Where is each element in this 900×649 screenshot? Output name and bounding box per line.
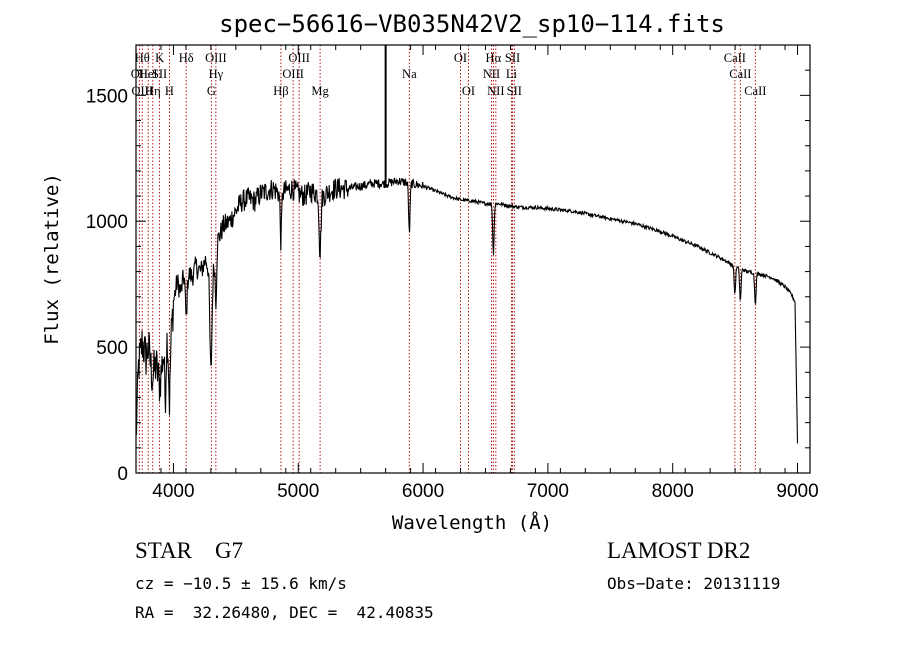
spectral-line-label: NII	[487, 84, 504, 98]
spectral-line-label: Mg	[311, 84, 329, 98]
spectral-line-label: Hη	[145, 84, 161, 98]
spectral-line-label: Hβ	[273, 84, 288, 98]
survey-label: LAMOST DR2	[607, 538, 751, 563]
y-tick-label: 500	[96, 338, 128, 359]
spectral-line-label: Hγ	[209, 67, 224, 81]
spectral-line-label: G	[207, 84, 216, 98]
spectral-line-label: OIII	[282, 67, 304, 81]
spectral-line-label: K	[155, 51, 164, 65]
y-tick-label: 1000	[86, 212, 128, 233]
spectral-line-label: SII	[505, 51, 520, 65]
plot-frame	[135, 44, 811, 474]
spectral-line-label: HeI	[139, 67, 158, 81]
spectral-line-label: CaII	[729, 67, 751, 81]
spectral-line-label: Hα	[486, 51, 502, 65]
spectral-line-label: OII	[131, 67, 148, 81]
coordinates-readout: RA = 32.26480, DEC = 42.40835	[135, 603, 434, 622]
spectral-line-labels: OII Hθ OIII HeI Hη K SII H Hδ OIII Hγ G Hβ OIII OIII Mg…	[131, 51, 767, 98]
spectral-line-label: OI	[454, 51, 467, 65]
y-tick-label: 1500	[86, 86, 128, 107]
x-tick-label: 4000	[152, 481, 194, 502]
x-tick-label: 8000	[652, 481, 694, 502]
spectral-line-label: Hδ	[179, 51, 194, 65]
spectral-line-label: CaII	[724, 51, 746, 65]
x-tick-label: 5000	[277, 481, 319, 502]
spectral-line-label: Hθ	[135, 51, 150, 65]
spectral-line-label: OIII	[205, 51, 227, 65]
redshift-readout: cz = −10.5 ± 15.6 km/s	[135, 574, 347, 593]
chart-title: spec−56616−VB035N42V2_sp10−114.fits	[219, 10, 725, 38]
class-label: STAR G7	[135, 538, 244, 563]
spectral-line-label: OIII	[288, 51, 310, 65]
spectral-line-label: OI	[462, 84, 475, 98]
spectral-line-label: NII	[483, 67, 500, 81]
y-tick-label: 0	[117, 464, 128, 485]
x-axis-ticks: 4000 5000 6000 7000 8000 9000	[135, 45, 819, 502]
spectral-line-markers	[138, 45, 756, 473]
x-tick-label: 9000	[776, 481, 818, 502]
spectral-line-label: SII	[152, 67, 167, 81]
x-tick-label: 6000	[402, 481, 444, 502]
obs-date-readout: Obs−Date: 20131119	[607, 574, 781, 593]
x-tick-label: 7000	[527, 481, 569, 502]
spectral-line-label: H	[165, 84, 174, 98]
spectral-line-label: Li	[506, 67, 518, 81]
spectral-line-label: Na	[402, 67, 417, 81]
x-axis-label: Wavelength (Å)	[392, 511, 552, 534]
y-axis-label: Flux (relative)	[41, 173, 63, 345]
spectral-line-label: OIII	[131, 84, 153, 98]
spectral-line-label: CaII	[744, 84, 766, 98]
spectral-line-label: SII	[507, 84, 522, 98]
y-axis-ticks: 0 500 1000 1500	[86, 69, 810, 485]
spectrum-series-line	[135, 177, 799, 444]
